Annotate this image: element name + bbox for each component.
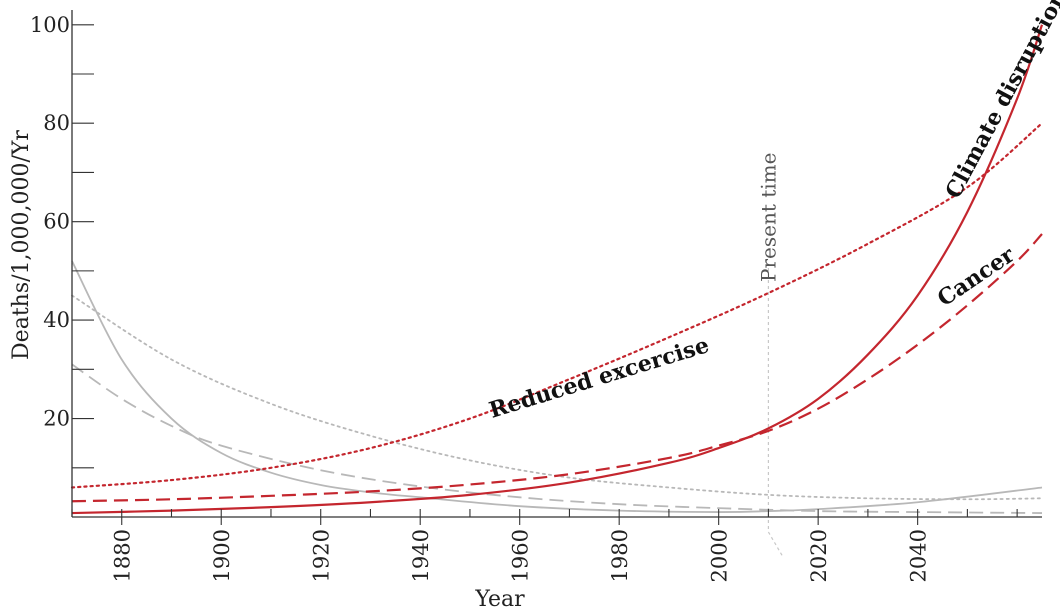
x-tick-label: 2040 — [907, 529, 931, 582]
x-tick-label: 1880 — [111, 529, 135, 582]
y-tick-label: 80 — [43, 111, 70, 135]
y-tick-label: 40 — [43, 308, 70, 332]
x-tick-label: 1960 — [509, 529, 533, 582]
y-tick-label: 20 — [43, 407, 70, 431]
x-tick-label: 1920 — [310, 529, 334, 582]
x-tick-label: 1940 — [409, 529, 433, 582]
x-tick-label: 1900 — [210, 529, 234, 582]
present-time-layer — [767, 268, 783, 557]
y-axis-title: Deaths/1,000,000/Yr — [9, 130, 34, 360]
series-layer — [70, 24, 1044, 515]
x-axis-title: Year — [474, 587, 525, 612]
x-tick-label: 2000 — [708, 529, 732, 582]
x-tick-label: 1980 — [608, 529, 632, 582]
x-tick-label: 2020 — [807, 529, 831, 582]
present-time-leader — [767, 531, 783, 557]
series-line-climate-disruption — [71, 24, 1044, 515]
series-line-gray-dashed — [71, 363, 1043, 514]
series-line-cancer — [71, 233, 1043, 503]
series-line-reduced-excercise — [70, 122, 1044, 489]
y-tick-label: 100 — [30, 13, 70, 37]
series-label-climate-disruption: Climate disruption — [940, 0, 1060, 203]
present-time-label: Present time — [756, 153, 780, 282]
series-label-reduced-excercise: Reduced excercise — [486, 332, 712, 424]
y-tick-label: 60 — [43, 210, 70, 234]
